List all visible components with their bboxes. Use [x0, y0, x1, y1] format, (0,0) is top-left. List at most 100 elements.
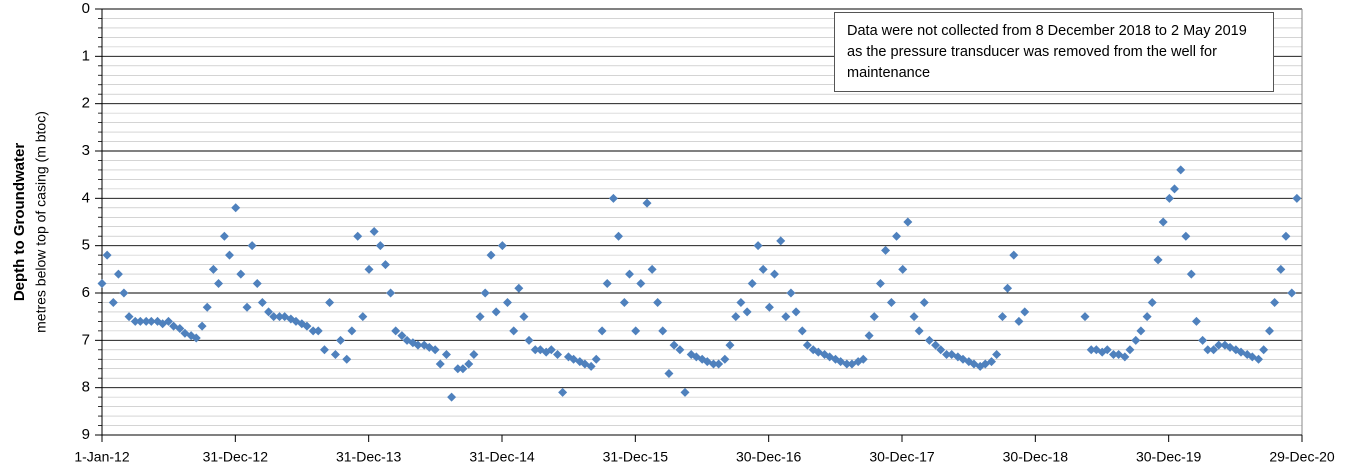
data-point	[102, 250, 112, 260]
data-point	[319, 345, 329, 355]
data-point	[675, 345, 685, 355]
data-point	[725, 340, 735, 350]
y-tick-label: 4	[82, 189, 90, 206]
data-point	[1142, 312, 1152, 322]
data-point	[658, 326, 668, 336]
data-point	[325, 297, 335, 307]
y-tick-label: 7	[82, 331, 90, 348]
data-point	[302, 321, 312, 331]
data-point	[197, 321, 207, 331]
data-point	[347, 326, 357, 336]
data-point	[380, 260, 390, 270]
data-point	[919, 297, 929, 307]
data-point	[308, 326, 318, 336]
data-point	[931, 340, 941, 350]
data-point	[786, 288, 796, 298]
y-tick-label: 8	[82, 379, 90, 396]
data-point	[364, 264, 374, 274]
data-point	[875, 279, 885, 289]
data-point	[731, 312, 741, 322]
data-point	[753, 241, 763, 251]
data-point	[447, 392, 457, 402]
data-point	[903, 217, 913, 227]
data-point	[1086, 345, 1096, 355]
y-tick-label: 5	[82, 237, 90, 254]
data-point	[1292, 193, 1302, 203]
data-point	[486, 250, 496, 260]
data-point	[764, 302, 774, 312]
data-point	[464, 359, 474, 369]
data-point	[1203, 345, 1213, 355]
data-point	[1170, 184, 1180, 194]
data-point	[202, 302, 212, 312]
data-point	[1198, 335, 1208, 345]
x-tick-label: 31-Dec-13	[336, 449, 402, 465]
data-point	[653, 297, 663, 307]
data-point	[231, 203, 241, 213]
x-tick-label: 31-Dec-14	[469, 449, 535, 465]
data-point	[914, 326, 924, 336]
data-point	[141, 316, 151, 326]
data-point	[97, 279, 107, 289]
data-point	[1176, 165, 1186, 175]
data-point	[530, 345, 540, 355]
data-point	[986, 357, 996, 367]
x-tick-label: 31-Dec-12	[203, 449, 269, 465]
data-point	[624, 269, 634, 279]
data-point	[736, 297, 746, 307]
data-point	[208, 264, 218, 274]
data-point	[770, 269, 780, 279]
data-point	[453, 364, 463, 374]
data-point	[269, 312, 279, 322]
data-point	[858, 354, 868, 364]
data-point	[519, 312, 529, 322]
data-point	[1102, 345, 1112, 355]
data-point	[219, 231, 229, 241]
data-point	[842, 359, 852, 369]
data-point	[191, 333, 201, 343]
data-point	[353, 231, 363, 241]
data-point	[1186, 269, 1196, 279]
data-point	[1281, 231, 1291, 241]
data-point	[742, 307, 752, 317]
data-point	[214, 279, 224, 289]
data-point	[252, 279, 262, 289]
data-point	[1125, 345, 1135, 355]
data-point	[441, 350, 451, 360]
data-point	[924, 335, 934, 345]
data-point	[330, 350, 340, 360]
y-axis-subtitle: metres below top of casing (m btoc)	[33, 111, 49, 333]
data-point	[614, 231, 624, 241]
data-point	[375, 241, 385, 251]
data-point	[602, 279, 612, 289]
y-tick-label: 9	[82, 426, 90, 443]
data-point	[1209, 345, 1219, 355]
data-point	[992, 350, 1002, 360]
data-point	[175, 324, 185, 333]
x-tick-label: 30-Dec-17	[869, 449, 935, 465]
data-point	[546, 345, 556, 355]
data-point	[480, 288, 490, 298]
data-point	[236, 269, 246, 279]
data-point	[669, 340, 679, 350]
y-tick-label: 1	[82, 47, 90, 64]
data-point	[797, 326, 807, 336]
data-point	[275, 312, 285, 322]
x-tick-label: 1-Jan-12	[74, 449, 129, 465]
data-point	[586, 361, 596, 371]
data-point	[1080, 312, 1090, 322]
data-point	[514, 283, 524, 293]
data-point	[1214, 340, 1224, 350]
data-point	[1287, 288, 1297, 298]
data-point	[758, 264, 768, 274]
data-point	[119, 288, 129, 298]
data-point	[108, 297, 118, 307]
data-point	[1014, 316, 1024, 326]
data-point	[714, 359, 724, 369]
data-point	[647, 264, 657, 274]
x-tick-label: 29-Dec-20	[1269, 449, 1335, 465]
data-point	[553, 350, 563, 360]
y-axis-title: Depth to Groundwater	[11, 143, 28, 301]
data-point	[247, 241, 257, 251]
